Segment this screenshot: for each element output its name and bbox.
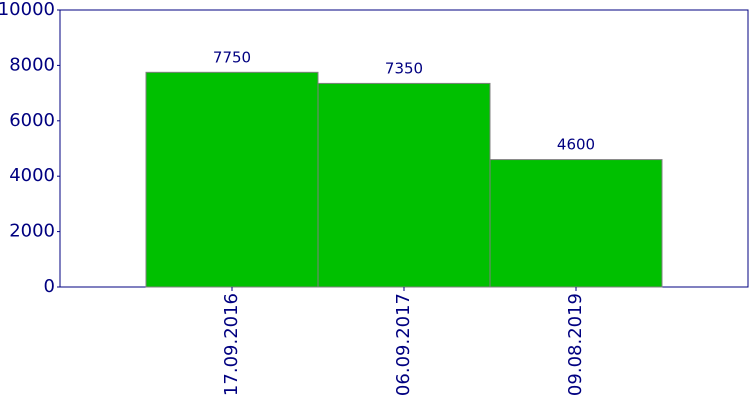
value-label: 4600 bbox=[557, 136, 595, 154]
bar bbox=[489, 159, 663, 288]
bar bbox=[317, 82, 491, 288]
y-tick-label: 4000 bbox=[9, 165, 55, 186]
value-label: 7750 bbox=[213, 48, 251, 66]
y-tick-label: 10000 bbox=[0, 0, 55, 20]
x-tick-label: 09.08.2019 bbox=[565, 293, 586, 396]
y-tick-label: 2000 bbox=[9, 221, 55, 242]
y-tick-label: 8000 bbox=[9, 54, 55, 75]
y-tick-label: 6000 bbox=[9, 110, 55, 131]
x-tick-label: 17.09.2016 bbox=[221, 293, 242, 396]
x-tick-label: 06.09.2017 bbox=[393, 293, 414, 396]
y-tick-label: 0 bbox=[44, 276, 55, 297]
bar bbox=[145, 71, 319, 288]
value-label: 7350 bbox=[385, 59, 423, 77]
